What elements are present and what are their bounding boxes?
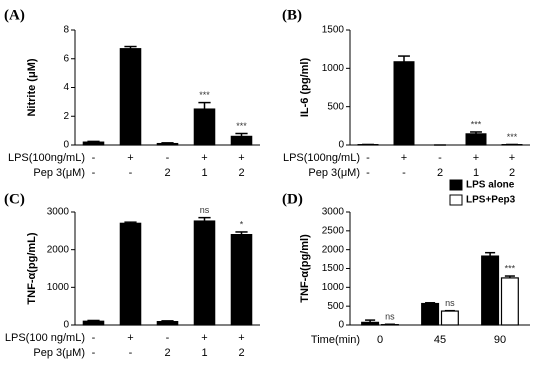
condition-entry: - xyxy=(92,152,96,164)
y-axis-label: Nitrite (μM) xyxy=(26,58,38,116)
condition-entry: 2 xyxy=(164,347,170,359)
condition-entry: 2 xyxy=(164,167,170,179)
condition-label: Pep 3(μM) xyxy=(308,167,360,179)
condition-entry: - xyxy=(366,167,370,179)
significance-label: * xyxy=(240,219,244,229)
x-tick-label: 0 xyxy=(377,334,383,346)
condition-entry: - xyxy=(402,167,406,179)
significance-label: *** xyxy=(507,132,518,142)
legend-swatch xyxy=(449,194,463,206)
y-axis-label: TNF-α(pg/mL) xyxy=(26,232,38,304)
y-tick-label: 1500 xyxy=(322,25,345,36)
y-tick-label: 0 xyxy=(63,140,69,151)
condition-entry: - xyxy=(129,167,133,179)
y-tick-label: 0 xyxy=(338,140,344,151)
condition-entry: + xyxy=(473,152,479,164)
condition-entry: 2 xyxy=(238,347,244,359)
bar xyxy=(82,320,105,326)
legend-label: LPS alone xyxy=(466,180,515,191)
condition-label: LPS(100ng/mL) xyxy=(283,152,360,164)
condition-entry: + xyxy=(127,332,133,344)
significance-label: *** xyxy=(505,263,516,273)
panel-label: (A) xyxy=(4,7,25,23)
y-tick-label: 3000 xyxy=(322,207,345,218)
y-tick-label: 1000 xyxy=(47,282,70,293)
condition-entry: - xyxy=(438,152,442,164)
condition-label: LPS(100 ng/mL) xyxy=(5,332,85,344)
condition-label: LPS(100ng/mL) xyxy=(8,152,85,164)
significance-label: ns xyxy=(445,298,455,308)
condition-entry: + xyxy=(401,152,407,164)
bar xyxy=(440,310,459,326)
condition-entry: - xyxy=(92,167,96,179)
y-tick-label: 0 xyxy=(338,320,344,331)
condition-entry: + xyxy=(201,332,207,344)
significance-label: *** xyxy=(471,119,482,129)
y-axis-label: TNF-α(pg/ml) xyxy=(299,234,311,303)
bar xyxy=(119,48,142,146)
x-tick-label: 90 xyxy=(494,334,506,346)
condition-entry: 2 xyxy=(509,167,515,179)
condition-entry: - xyxy=(92,347,96,359)
condition-entry: + xyxy=(238,152,244,164)
significance-label: ns xyxy=(385,312,395,322)
y-tick-label: 500 xyxy=(327,101,344,112)
condition-entry: - xyxy=(92,332,96,344)
condition-entry: + xyxy=(127,152,133,164)
y-tick-label: 6 xyxy=(63,53,69,64)
condition-label: Pep 3(μM) xyxy=(33,347,85,359)
condition-entry: - xyxy=(366,152,370,164)
bar xyxy=(393,61,415,146)
condition-entry: 1 xyxy=(473,167,479,179)
y-tick-label: 3000 xyxy=(47,207,70,218)
y-tick-label: 1000 xyxy=(322,282,345,293)
panel-label: (C) xyxy=(4,191,25,207)
condition-entry: + xyxy=(238,332,244,344)
panel-label: (D) xyxy=(282,191,303,207)
significance-label: *** xyxy=(236,121,247,131)
bar xyxy=(156,321,179,326)
condition-entry: + xyxy=(509,152,515,164)
bar xyxy=(421,302,440,326)
condition-entry: 1 xyxy=(201,167,207,179)
condition-entry: - xyxy=(166,332,170,344)
bar xyxy=(156,142,179,146)
y-tick-label: 2 xyxy=(63,111,69,122)
bar xyxy=(465,133,487,146)
bar xyxy=(193,108,216,146)
condition-entry: 1 xyxy=(201,347,207,359)
bar xyxy=(193,220,216,326)
bar xyxy=(481,255,500,326)
condition-entry: 2 xyxy=(238,167,244,179)
legend-label: LPS+Pep3 xyxy=(466,195,516,206)
panel-label: (B) xyxy=(282,7,302,23)
bar xyxy=(361,321,380,326)
bar xyxy=(500,277,519,326)
y-tick-label: 4 xyxy=(63,82,69,93)
bar xyxy=(230,234,253,326)
bar xyxy=(82,141,105,146)
significance-label: *** xyxy=(199,90,210,100)
bar xyxy=(230,135,253,146)
legend-swatch xyxy=(449,179,463,191)
y-tick-label: 0 xyxy=(63,320,69,331)
y-tick-label: 2000 xyxy=(47,244,70,255)
x-tick-label: 45 xyxy=(434,334,446,346)
y-tick-label: 2500 xyxy=(322,225,345,236)
x-axis-label: Time(min) xyxy=(311,334,360,346)
y-tick-label: 2000 xyxy=(322,244,345,255)
condition-entry: + xyxy=(201,152,207,164)
y-tick-label: 8 xyxy=(63,25,69,36)
y-tick-label: 1000 xyxy=(322,63,345,74)
condition-entry: 2 xyxy=(437,167,443,179)
condition-entry: - xyxy=(166,152,170,164)
y-axis-label: IL-6 (pg/ml) xyxy=(299,58,311,118)
significance-label: ns xyxy=(200,205,210,215)
condition-label: Pep 3(μM) xyxy=(33,167,85,179)
condition-entry: - xyxy=(129,347,133,359)
bar xyxy=(119,222,142,326)
y-tick-label: 1500 xyxy=(322,263,345,274)
y-tick-label: 500 xyxy=(327,301,344,312)
